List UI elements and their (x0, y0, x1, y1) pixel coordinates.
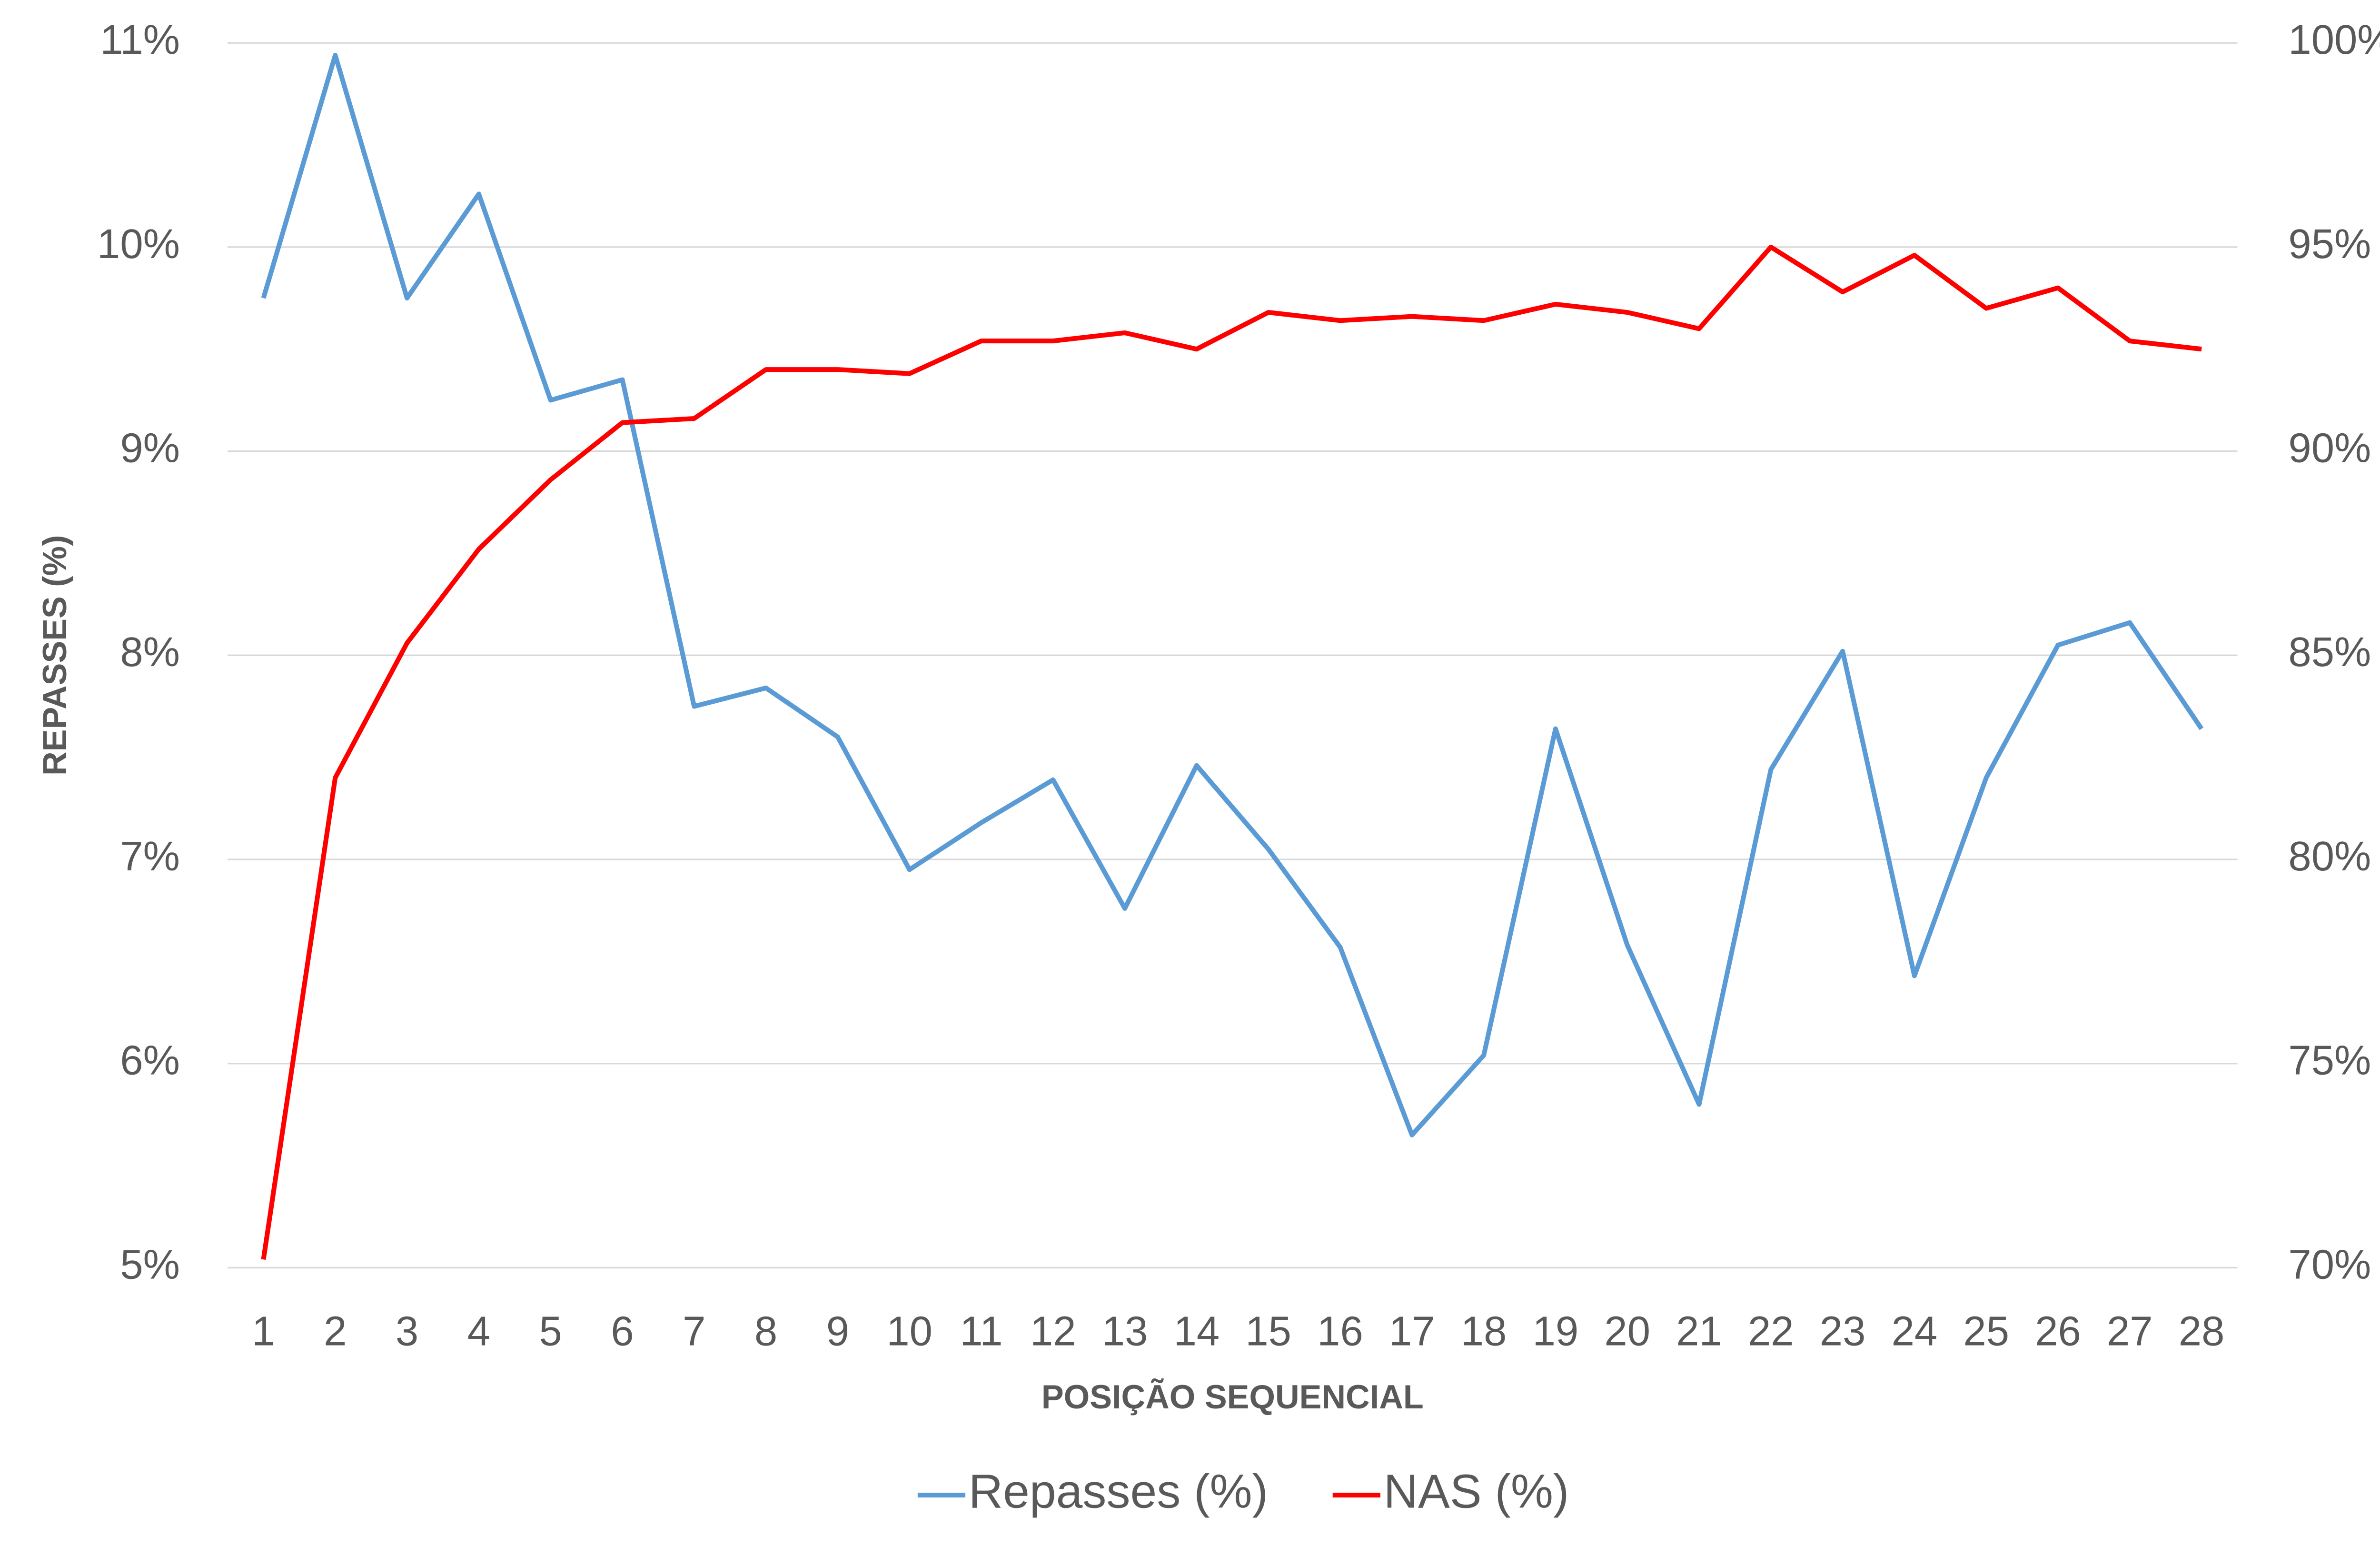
x-tick-label: 15 (1245, 1308, 1291, 1355)
y-tick-label: 7% (120, 833, 180, 879)
x-tick-label: 9 (826, 1308, 849, 1355)
x-axis-title: POSIÇÃO SEQUENCIAL (1041, 1378, 1424, 1416)
y-axis-title: REPASSES (%) (36, 535, 73, 776)
y-tick-label: 9% (120, 425, 180, 471)
y2-tick-label: 85% (2288, 629, 2371, 675)
x-tick-label: 5 (539, 1308, 562, 1355)
x-tick-label: 4 (467, 1308, 490, 1355)
x-tick-label: 22 (1748, 1308, 1794, 1355)
y-tick-label: 10% (97, 221, 180, 267)
y2-tick-label: 100% (2288, 17, 2380, 63)
x-tick-label: 25 (1963, 1308, 2009, 1355)
y2-tick-label: 95% (2288, 221, 2371, 267)
x-tick-label: 18 (1461, 1308, 1507, 1355)
y-tick-label: 6% (120, 1037, 180, 1084)
x-tick-label: 23 (1820, 1308, 1866, 1355)
x-tick-label: 6 (611, 1308, 634, 1355)
legend-label: Repasses (%) (969, 1465, 1268, 1518)
y-tick-label: 5% (120, 1241, 180, 1287)
x-tick-label: 12 (1030, 1308, 1076, 1355)
x-tick-label: 16 (1317, 1308, 1363, 1355)
x-tick-label: 24 (1892, 1308, 1938, 1355)
y-tick-label: 8% (120, 629, 180, 675)
y2-tick-label: 90% (2288, 425, 2371, 471)
x-tick-label: 14 (1174, 1308, 1220, 1355)
y-tick-label: 11% (100, 17, 179, 63)
x-tick-label: 2 (324, 1308, 347, 1355)
y2-tick-label: 75% (2288, 1037, 2371, 1084)
x-tick-label: 27 (2107, 1308, 2153, 1355)
y2-tick-label: 80% (2288, 833, 2371, 879)
x-tick-label: 17 (1389, 1308, 1435, 1355)
x-tick-label: 19 (1533, 1308, 1579, 1355)
legend-label: NAS (%) (1384, 1465, 1569, 1518)
x-tick-label: 3 (396, 1308, 418, 1355)
x-tick-label: 21 (1676, 1308, 1722, 1355)
x-tick-label: 8 (754, 1308, 777, 1355)
y2-tick-label: 70% (2288, 1241, 2371, 1287)
x-tick-label: 26 (2035, 1308, 2081, 1355)
x-tick-label: 11 (960, 1308, 1002, 1355)
x-tick-label: 10 (886, 1308, 932, 1355)
x-tick-label: 28 (2179, 1308, 2225, 1355)
x-tick-label: 1 (252, 1308, 275, 1355)
series-line (261, 52, 2204, 1137)
x-tick-label: 20 (1604, 1308, 1650, 1355)
x-tick-label: 7 (683, 1308, 705, 1355)
series-line (261, 244, 2202, 1260)
x-tick-label: 13 (1102, 1308, 1148, 1355)
